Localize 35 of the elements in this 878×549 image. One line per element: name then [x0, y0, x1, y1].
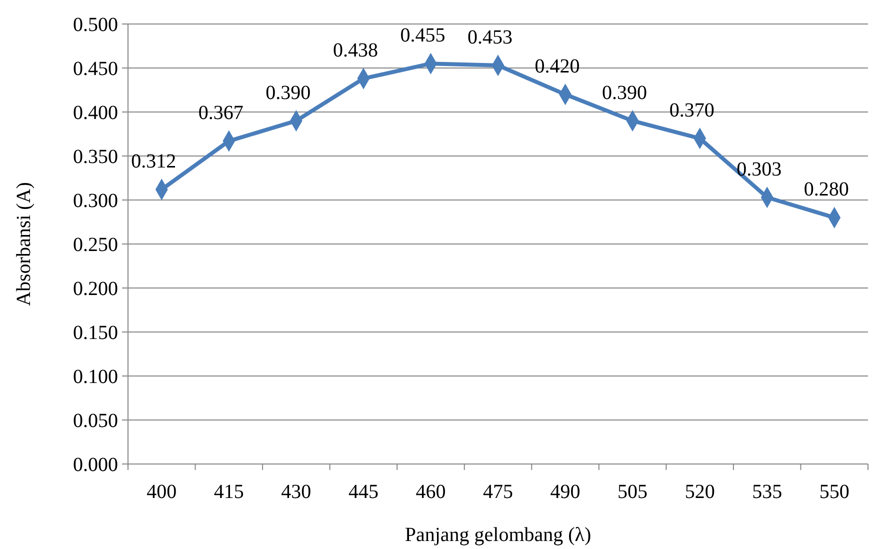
x-tick-label: 475: [483, 481, 513, 503]
data-label: 0.370: [669, 99, 714, 122]
data-label: 0.420: [534, 55, 580, 78]
y-tick-label: 0.050: [73, 410, 118, 432]
y-tick-label: 0.400: [73, 102, 118, 124]
x-tick-label: 520: [684, 481, 715, 503]
x-tick-label: 415: [214, 481, 244, 503]
x-tick-label: 505: [618, 481, 648, 503]
data-label: 0.438: [332, 40, 378, 62]
y-tick-label: 0.150: [73, 322, 118, 344]
y-tick-label: 0.200: [73, 278, 118, 300]
x-tick-label: 400: [146, 481, 177, 503]
y-tick-label: 0.000: [73, 454, 118, 476]
y-tick-label: 0.500: [73, 14, 118, 36]
x-tick-label: 550: [819, 481, 850, 503]
data-label: 0.312: [131, 150, 176, 172]
y-axis-title: Absorbansi (A): [13, 182, 35, 306]
y-tick-label: 0.300: [73, 190, 118, 212]
x-tick-label: 490: [550, 481, 580, 503]
x-axis-title: Panjang gelombang (λ): [404, 524, 592, 546]
data-label: 0.390: [266, 82, 311, 104]
data-label: 0.367: [198, 102, 244, 124]
y-tick-label: 0.250: [73, 234, 118, 256]
y-tick-label: 0.100: [73, 366, 118, 388]
data-label: 0.303: [736, 158, 782, 180]
data-label: 0.453: [468, 26, 512, 48]
x-tick-label: 535: [752, 481, 782, 503]
x-tick-label: 430: [281, 481, 312, 503]
x-tick-label: 445: [348, 481, 378, 503]
data-label: 0.455: [400, 24, 446, 47]
x-tick-label: 460: [416, 481, 446, 503]
data-label: 0.390: [602, 82, 648, 104]
y-tick-label: 0.450: [73, 58, 118, 80]
y-tick-label: 0.350: [73, 146, 118, 168]
data-label: 0.280: [804, 178, 849, 201]
